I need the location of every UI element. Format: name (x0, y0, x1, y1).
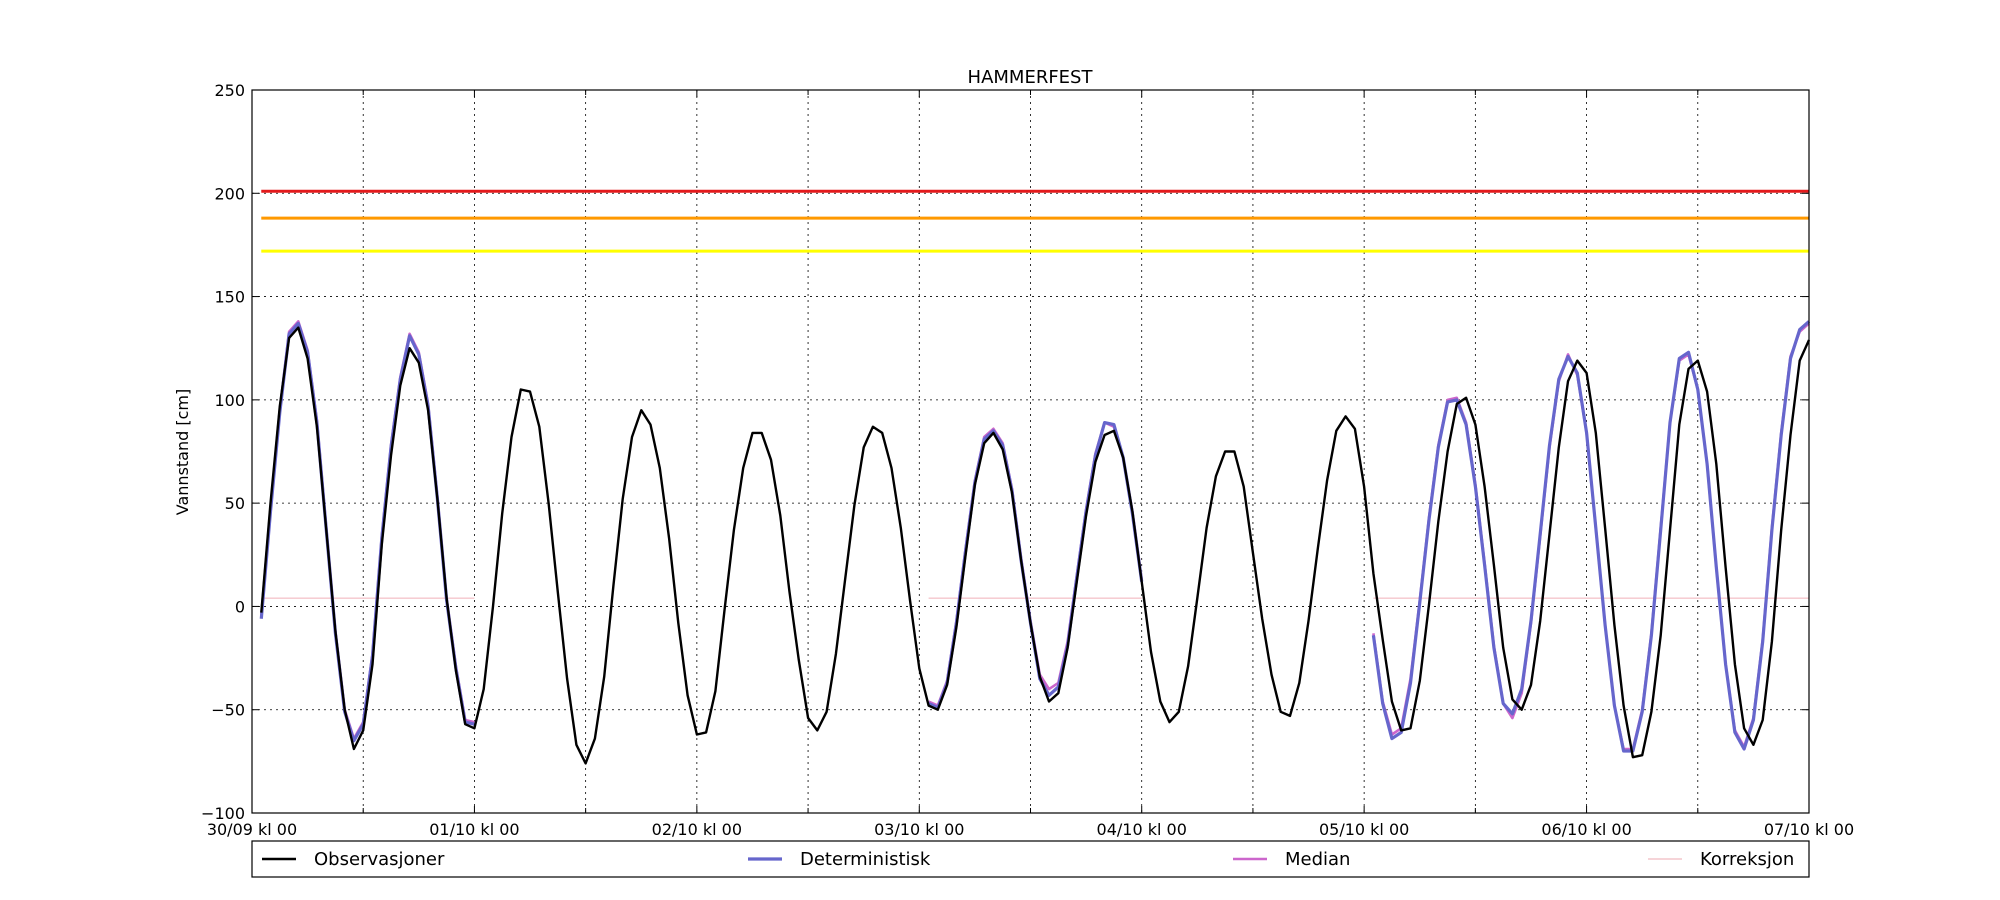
series-line-observasjoner (260, 326, 1811, 765)
series-lines (259, 320, 1811, 765)
x-tick-label: 07/10 kl 00 (1764, 820, 1854, 839)
series-line-median (928, 421, 1143, 707)
series-line-deterministisk (1371, 320, 1811, 753)
legend-frame (251, 840, 1810, 878)
legend-label: Observasjoner (314, 849, 445, 870)
x-tick-label: 01/10 kl 00 (429, 820, 519, 839)
threshold-lines (261, 189, 1809, 253)
y-tick-label: 100 (214, 391, 245, 410)
legend-label: Median (1285, 849, 1350, 870)
y-tick-label: 0 (235, 597, 245, 616)
y-tick-label: −100 (201, 804, 245, 823)
series-line-median (1372, 322, 1810, 751)
legend: Observasjoner Deterministisk Median Korreks… (251, 840, 1810, 878)
series-line-median (260, 320, 475, 740)
y-tick-label: 250 (214, 81, 245, 100)
y-tick-label: 200 (214, 184, 245, 203)
x-tick-label: 05/10 kl 00 (1319, 820, 1409, 839)
x-tick-label: 03/10 kl 00 (874, 820, 964, 839)
legend-label: Deterministisk (800, 849, 931, 870)
axis-ticks: −100 −50 0 50 100 150 200 250 30/09 kl 00 01/10 k… (201, 81, 1854, 839)
x-tick-label: 30/09 kl 00 (207, 820, 297, 839)
y-tick-label: 50 (225, 494, 245, 513)
y-tick-label: 150 (214, 288, 245, 307)
y-axis-label: Vannstand [cm] (173, 389, 192, 515)
x-tick-label: 06/10 kl 00 (1541, 820, 1631, 839)
chart-title: HAMMERFEST (968, 67, 1094, 88)
series-line-deterministisk (927, 421, 1144, 710)
y-tick-label: −50 (211, 701, 245, 720)
x-tick-label: 02/10 kl 00 (652, 820, 742, 839)
legend-label: Korreksjon (1700, 849, 1794, 870)
grid-lines (252, 90, 1809, 813)
x-tick-label: 04/10 kl 00 (1097, 820, 1187, 839)
series-line-deterministisk (259, 321, 475, 743)
